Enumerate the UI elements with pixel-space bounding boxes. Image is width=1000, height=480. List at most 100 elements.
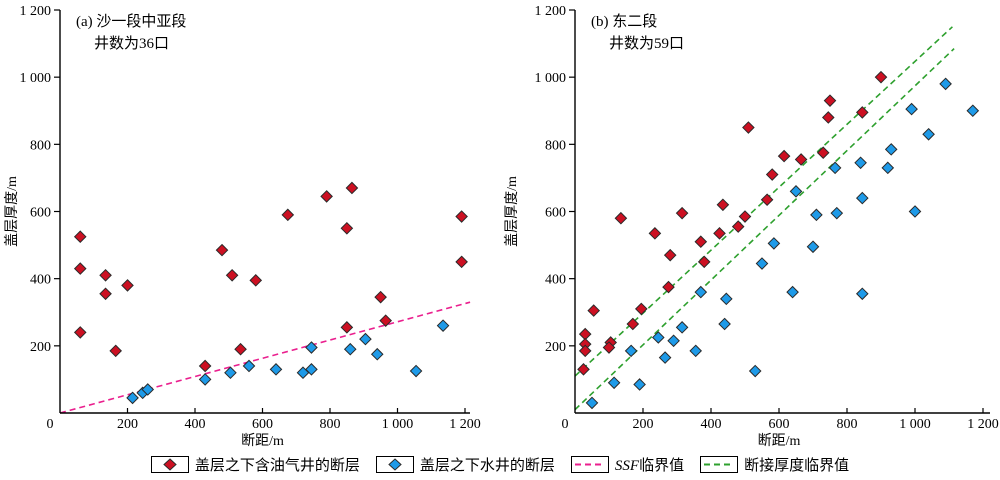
data-point-oilgas [731, 220, 745, 233]
y-axis-title: 盖层厚度/m [4, 176, 20, 247]
scatter-plot-a: 0 200 400 600 800 1 000 1 200 200 400 600 800 1 000… [4, 4, 481, 449]
data-point-oilgas [663, 248, 677, 262]
data-point-water [436, 319, 450, 332]
data-point-oilgas [626, 317, 640, 331]
data-point-water [719, 292, 733, 306]
dashed-line-icon [574, 463, 605, 465]
data-point-oilgas [455, 255, 468, 269]
data-point-water [855, 191, 869, 205]
data-point-water [855, 287, 869, 301]
data-point-oilgas [794, 153, 808, 166]
diamond-marker-icon [163, 457, 177, 471]
x-tick-label: 1 000 [899, 417, 931, 432]
data-point-oilgas [716, 198, 730, 212]
data-point-water [881, 161, 895, 175]
x-tick-label: 200 [633, 417, 654, 432]
legend-item: 盖层之下水井的断层 [375, 454, 555, 475]
x-tick-label: 400 [701, 417, 722, 432]
x-tick-label: 800 [320, 417, 341, 432]
data-point-oilgas [694, 235, 708, 249]
data-point-oilgas [225, 269, 239, 282]
data-point-water [198, 373, 212, 386]
subplot-well-count: 井数为36口 [94, 35, 169, 52]
y-tick-label: 400 [545, 273, 566, 288]
data-point-oilgas [821, 111, 835, 124]
x-tick-label: 0 [562, 417, 569, 432]
data-point-oilgas [697, 255, 711, 269]
x-axis-title: 断距/m [758, 433, 801, 449]
data-point-oilgas [249, 274, 263, 287]
data-point-oilgas [742, 121, 755, 134]
data-point-water [224, 366, 237, 380]
data-point-oilgas [340, 221, 354, 235]
data-point-oilgas [823, 94, 837, 107]
data-point-water [767, 237, 781, 250]
data-point-water [658, 351, 672, 364]
diamond-glyph [163, 457, 177, 471]
data-point-water [908, 205, 922, 218]
data-point-oilgas [121, 279, 134, 292]
data-point-oilgas [109, 344, 122, 358]
legend-marker-box [150, 455, 189, 473]
data-point-water [789, 185, 803, 198]
legend-item: SSF临界值 [570, 454, 685, 475]
data-point-oilgas [614, 211, 628, 225]
threshold-line [59, 301, 471, 414]
data-point-water [854, 156, 867, 170]
subplot-title: (b) 东二段 [591, 13, 657, 30]
data-point-oilgas [345, 181, 359, 195]
data-point-water [585, 396, 599, 410]
data-point-water [141, 383, 155, 396]
legend-label: SSF临界值 [614, 457, 685, 474]
data-point-water [126, 391, 139, 405]
data-point-oilgas [379, 314, 392, 327]
data-point-oilgas [587, 304, 601, 317]
y-tick-label: 200 [30, 340, 51, 355]
data-point-water [359, 332, 372, 346]
legend-label: 盖层之下含油气井的断层 [194, 457, 360, 474]
data-point-oilgas [455, 210, 468, 223]
data-point-water [675, 321, 689, 334]
data-point-oilgas [577, 363, 590, 376]
diamond-glyph [388, 457, 402, 471]
data-point-oilgas [234, 342, 247, 356]
data-point-water [689, 344, 703, 358]
data-point-oilgas [874, 70, 888, 84]
data-point-oilgas [73, 262, 87, 275]
data-point-water [806, 240, 820, 254]
legend-line-box [700, 455, 739, 473]
x-axis-title: 断距/m [241, 433, 284, 449]
y-tick-label: 400 [30, 273, 51, 288]
data-point-water [409, 364, 423, 378]
data-point-oilgas [777, 149, 791, 163]
data-point-oilgas [340, 321, 354, 334]
data-point-water [343, 342, 357, 356]
y-tick-label: 800 [545, 138, 566, 153]
data-point-water [905, 102, 918, 116]
data-point-oilgas [374, 290, 387, 304]
x-tick-label: 0 [47, 417, 54, 432]
data-point-oilgas [73, 230, 87, 243]
subplot-well-count: 井数为59口 [609, 35, 684, 52]
data-point-oilgas [675, 206, 689, 220]
legend-line-box [570, 455, 609, 473]
scatter-plot-b: 0 200 400 600 800 1 000 1 200 200 400 600 800 1 000… [504, 4, 999, 449]
data-point-oilgas [738, 210, 752, 223]
data-point-water [651, 331, 665, 344]
data-point-oilgas [648, 227, 662, 240]
data-point-water [884, 143, 898, 156]
data-point-oilgas [713, 227, 726, 240]
y-tick-label: 200 [545, 340, 566, 355]
legend-item: 盖层之下含油气井的断层 [150, 454, 360, 475]
data-point-oilgas [760, 193, 774, 207]
data-point-water [305, 341, 318, 354]
subplot-title: (a) 沙一段中亚段 [76, 13, 186, 30]
data-point-oilgas [662, 280, 675, 294]
data-point-oilgas [855, 106, 869, 119]
legend: 盖层之下含油气井的断层 盖层之下水井的断层 SSF临界值 断接厚度临界值 [0, 448, 1000, 480]
data-point-water [269, 363, 283, 376]
x-tick-label: 600 [769, 417, 790, 432]
data-point-water [828, 161, 842, 175]
data-point-oilgas [215, 243, 229, 257]
